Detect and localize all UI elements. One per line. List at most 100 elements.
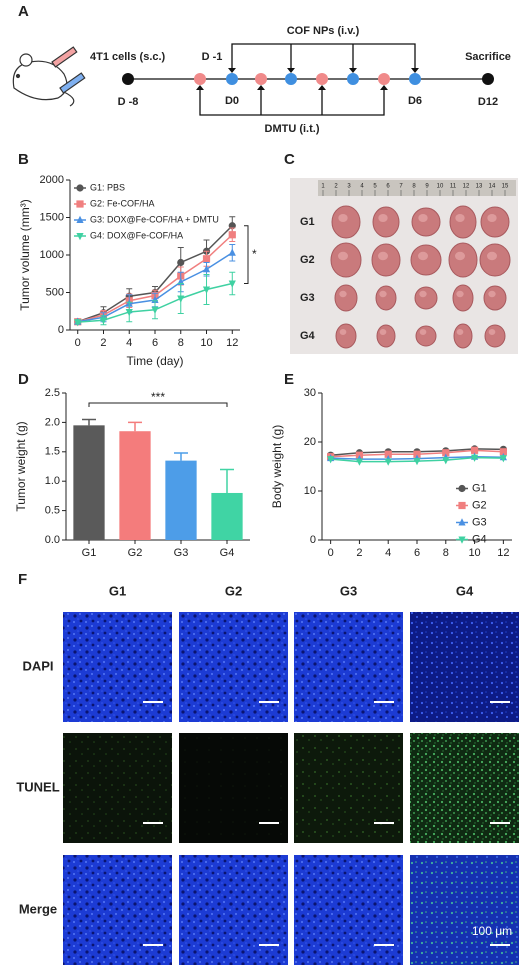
legend-label: G2: Fe-COF/HA: [90, 198, 155, 208]
ruler-label: 7: [399, 184, 403, 190]
marker: [74, 319, 82, 327]
marker: [499, 448, 507, 456]
marker: [76, 233, 84, 241]
micrograph: [410, 612, 519, 722]
micrograph: [179, 733, 288, 843]
tumor: [449, 205, 477, 239]
ruler-label: 5: [373, 184, 377, 190]
ruler-label: 3: [347, 184, 351, 190]
ruler-label: 6: [386, 184, 390, 190]
marker: [228, 280, 236, 288]
tumor-highlight: [379, 329, 387, 335]
x-tick-label: G3: [174, 547, 189, 559]
marker: [151, 306, 159, 314]
ruler-label: 4: [360, 184, 364, 190]
column-label: G4: [456, 583, 474, 598]
tumor-highlight: [487, 251, 497, 261]
marker: [458, 484, 466, 493]
row-label: G1: [300, 216, 315, 228]
scale-bar-label: 100 μm: [472, 924, 512, 938]
x-tick-label: 0: [328, 547, 334, 559]
legend-label: G3: DOX@Fe-COF/HA + DMTU: [90, 214, 219, 224]
x-tick-label: 4: [385, 547, 391, 559]
tumor-highlight: [378, 251, 388, 261]
y-tick-label: 1000: [40, 249, 64, 261]
tumor-highlight: [338, 214, 348, 222]
tumor: [479, 243, 511, 277]
ruler-label: 12: [463, 184, 470, 190]
column-label: G1: [109, 583, 126, 598]
marker: [470, 454, 479, 462]
micrograph: [63, 733, 172, 843]
ruler-label: 14: [489, 184, 496, 190]
y-tick-label: 0: [58, 324, 64, 336]
x-axis-label: Time (day): [127, 354, 184, 368]
column-label: G2: [225, 583, 242, 598]
marker: [355, 458, 364, 466]
timeline: [122, 43, 494, 116]
marker: [76, 184, 84, 192]
dmtu-label: DMTU (i.t.): [265, 123, 320, 135]
mouse-icon: [12, 46, 86, 107]
ruler-label: 10: [437, 184, 444, 190]
legend-label: G1: PBS: [90, 182, 125, 192]
error-bar: [174, 452, 188, 461]
tumor-highlight: [339, 290, 347, 298]
tumor: [415, 325, 437, 347]
x-tick-label: 12: [226, 337, 238, 349]
y-tick-label: 1.5: [45, 446, 60, 458]
tumor-highlight: [339, 329, 347, 335]
tumor-highlight: [419, 329, 427, 335]
nanoparticles-label: COF NPs (i.v.): [287, 25, 360, 37]
marker: [384, 450, 392, 458]
significance-bracket: [88, 402, 228, 407]
tumor: [453, 323, 473, 349]
marker: [499, 455, 507, 463]
marker: [413, 450, 421, 458]
panel-label: B: [18, 151, 29, 168]
tumor-highlight: [488, 329, 496, 335]
bar: [211, 492, 243, 540]
legend-label: G4: DOX@Fe-COF/HA: [90, 230, 183, 240]
bar: [119, 431, 151, 540]
ruler-label: 13: [476, 184, 483, 190]
tumor: [483, 285, 507, 311]
legend-label: G3: [472, 516, 487, 528]
micrograph: [294, 612, 403, 722]
tumor-highlight: [419, 290, 427, 298]
marker: [202, 265, 211, 273]
y-tick-label: 1.0: [45, 475, 60, 487]
x-tick-label: 2: [356, 547, 362, 559]
x-tick-label: 8: [178, 337, 184, 349]
tumor: [330, 242, 362, 278]
ruler-label: 15: [502, 184, 509, 190]
day-label: D6: [408, 95, 422, 107]
micrograph: [294, 733, 403, 843]
y-axis-label: Body weight (g): [270, 425, 284, 508]
y-tick-label: 2000: [40, 174, 64, 186]
marker: [442, 449, 450, 457]
ruler-label: 9: [425, 184, 429, 190]
row-label: G3: [300, 292, 315, 304]
tumor: [411, 207, 441, 237]
panel-label: E: [284, 371, 294, 388]
marker: [413, 458, 421, 466]
legend-label: G4: [472, 533, 487, 545]
marker: [76, 200, 84, 208]
tumor-highlight: [455, 214, 465, 222]
marker: [177, 295, 185, 303]
row-label: DAPI: [22, 658, 53, 673]
y-tick-label: 30: [304, 387, 316, 399]
micrograph: [63, 855, 172, 965]
row-label: Merge: [19, 901, 57, 916]
y-tick-label: 2.0: [45, 416, 60, 428]
x-tick-label: 0: [75, 337, 81, 349]
panel-label: A: [18, 3, 29, 20]
tumor-highlight: [455, 251, 465, 261]
micrograph: [63, 612, 172, 722]
y-axis-label: Tumor weight (g): [14, 421, 28, 511]
tumor-photo: [290, 178, 518, 354]
day-label: D -1: [202, 51, 223, 63]
y-tick-label: 10: [304, 485, 316, 497]
